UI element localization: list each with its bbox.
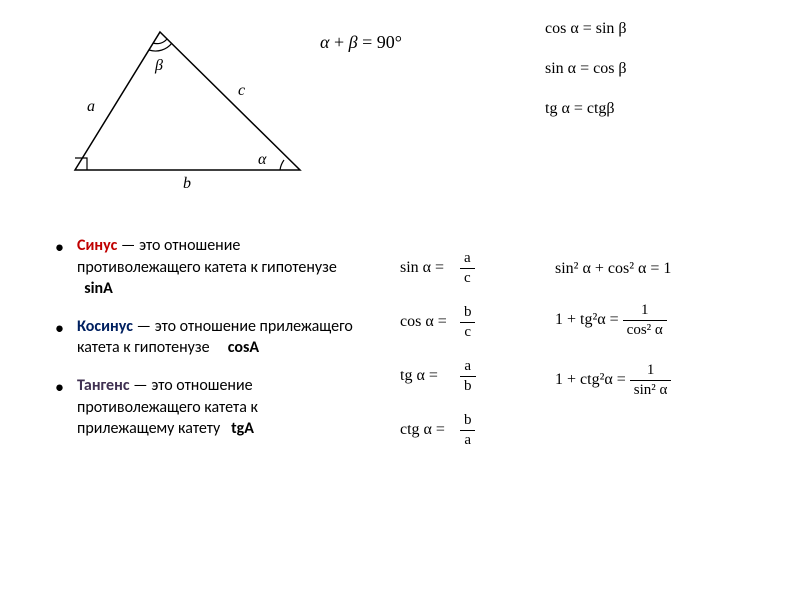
ratio-sin-den: c bbox=[460, 268, 475, 287]
def-cos: Косинус — это отношение прилежащего кате… bbox=[55, 316, 355, 359]
identity-tg-frac: 1 cos² α bbox=[623, 302, 667, 338]
label-side-b: b bbox=[183, 175, 191, 193]
ratio-tg: tg α = a b bbox=[400, 358, 476, 394]
label-side-a: a bbox=[87, 98, 95, 116]
ratio-tg-lhs: tg α = bbox=[400, 367, 460, 385]
cof2-rhs: = cos β bbox=[576, 60, 627, 77]
ratio-cos-lhs: cos α = bbox=[400, 313, 460, 331]
ratio-tg-num: a bbox=[460, 358, 475, 376]
def-cos-symbol: cosA bbox=[228, 338, 259, 357]
identity-ctg-den: sin² α bbox=[630, 380, 672, 399]
ratio-ctg-num: b bbox=[460, 412, 476, 430]
cof1-rhs: = sin β bbox=[579, 20, 627, 37]
ratio-ctg-frac: b a bbox=[460, 412, 476, 448]
cof3-lhs: tg α bbox=[545, 100, 570, 117]
eq-plus: + bbox=[329, 32, 348, 52]
def-cos-term: Косинус bbox=[77, 317, 133, 336]
ratio-sin: sin α = a c bbox=[400, 250, 476, 286]
def-tan: Тангенс — это отношение противолежащего … bbox=[55, 375, 355, 440]
trig-identities: sin² α + cos² α = 1 1 + tg²α = 1 cos² α … bbox=[555, 260, 671, 422]
identity-ctg-lhs: 1 + ctg²α = bbox=[555, 371, 626, 389]
ratio-ctg: ctg α = b a bbox=[400, 412, 476, 448]
ratio-cos-num: b bbox=[460, 304, 476, 322]
def-sin-symbol: sinA bbox=[84, 279, 113, 298]
label-angle-beta: β bbox=[155, 57, 163, 75]
eq-rhs: = 90° bbox=[358, 32, 402, 52]
ratio-ctg-den: a bbox=[460, 430, 475, 449]
ratio-tg-den: b bbox=[460, 376, 476, 395]
cof1-lhs: cos α bbox=[545, 20, 579, 37]
ratio-sin-frac: a c bbox=[460, 250, 475, 286]
identity-pyth-text: sin² α + cos² α = 1 bbox=[555, 260, 671, 278]
ratio-tg-frac: a b bbox=[460, 358, 476, 394]
ratio-cos-frac: b c bbox=[460, 304, 476, 340]
cof-row-3: tg α = ctgβ bbox=[545, 100, 627, 118]
identity-ctg: 1 + ctg²α = 1 sin² α bbox=[555, 362, 671, 398]
identity-tg-den: cos² α bbox=[623, 320, 667, 339]
def-tan-symbol: tgA bbox=[231, 419, 254, 438]
identity-tg-lhs: 1 + tg²α = bbox=[555, 311, 619, 329]
def-sin-term: Синус bbox=[77, 236, 117, 255]
alpha-arc bbox=[280, 160, 284, 170]
ratio-ctg-lhs: ctg α = bbox=[400, 421, 460, 439]
cof2-lhs: sin α bbox=[545, 60, 576, 77]
triangle-diagram: a b c α β bbox=[50, 20, 310, 190]
identity-pythagorean: sin² α + cos² α = 1 bbox=[555, 260, 671, 278]
ratio-cos: cos α = b c bbox=[400, 304, 476, 340]
cofunction-identities: cos α = sin β sin α = cos β tg α = ctgβ bbox=[545, 20, 627, 140]
identity-ctg-frac: 1 sin² α bbox=[630, 362, 672, 398]
label-angle-alpha: α bbox=[258, 151, 266, 169]
identity-ctg-num: 1 bbox=[643, 362, 659, 380]
cof-row-2: sin α = cos β bbox=[545, 60, 627, 78]
def-sin: Синус — это отношение противолежащего ка… bbox=[55, 235, 355, 300]
identity-tg: 1 + tg²α = 1 cos² α bbox=[555, 302, 671, 338]
label-side-c: c bbox=[238, 82, 245, 100]
triangle-shape bbox=[75, 32, 300, 170]
ratio-definitions: sin α = a c cos α = b c tg α = a b ctg α… bbox=[400, 250, 476, 466]
cof3-rhs: = ctgβ bbox=[570, 100, 615, 117]
eq-beta: β bbox=[349, 32, 358, 52]
ratio-sin-lhs: sin α = bbox=[400, 259, 460, 277]
complementary-angle-equation: α + β = 90° bbox=[320, 32, 402, 53]
identity-tg-num: 1 bbox=[637, 302, 653, 320]
ratio-cos-den: c bbox=[460, 322, 475, 341]
cof-row-1: cos α = sin β bbox=[545, 20, 627, 38]
def-tan-term: Тангенс bbox=[77, 376, 130, 395]
definition-list: Синус — это отношение противолежащего ка… bbox=[55, 235, 355, 456]
ratio-sin-num: a bbox=[460, 250, 475, 268]
